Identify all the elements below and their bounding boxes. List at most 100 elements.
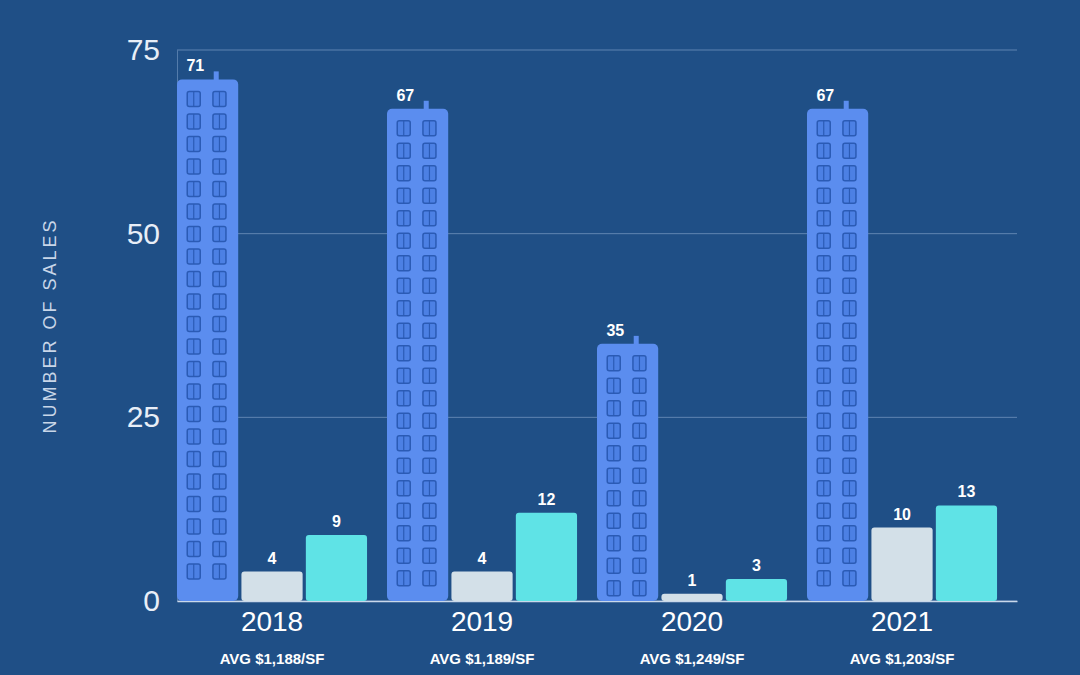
- window-frame: [403, 256, 404, 271]
- window-frame: [849, 481, 850, 496]
- category-annotation: AVG $1,188/SF: [220, 650, 325, 667]
- chart: 02550752018201920202021AVG $1,188/SFAVG …: [0, 0, 1080, 675]
- window: [423, 526, 436, 541]
- window-frame: [403, 526, 404, 541]
- y-axis: 0255075: [127, 33, 178, 617]
- bar: [387, 109, 448, 601]
- window-frame: [193, 159, 194, 174]
- window-frame: [429, 391, 430, 406]
- window: [607, 378, 620, 393]
- window: [213, 91, 226, 106]
- window-frame: [849, 278, 850, 293]
- window-frame: [849, 301, 850, 316]
- window: [187, 429, 200, 444]
- window-frame: [823, 503, 824, 518]
- window-frame: [403, 166, 404, 181]
- y-tick-label: 0: [143, 584, 160, 617]
- window-frame: [849, 571, 850, 586]
- window-frame: [403, 188, 404, 203]
- window-frame: [429, 503, 430, 518]
- data-label: 71: [186, 57, 204, 74]
- window: [213, 204, 226, 219]
- window-frame: [849, 166, 850, 181]
- window-frame: [429, 346, 430, 361]
- window: [633, 513, 646, 528]
- bar: [241, 572, 302, 601]
- window-frame: [639, 401, 640, 416]
- building: [807, 101, 868, 601]
- window-frame: [429, 166, 430, 181]
- window-frame: [403, 121, 404, 136]
- window-frame: [823, 166, 824, 181]
- window-frame: [849, 256, 850, 271]
- window-frame: [429, 436, 430, 451]
- window: [397, 346, 410, 361]
- window-frame: [429, 188, 430, 203]
- bar: [597, 344, 658, 601]
- window: [843, 166, 856, 181]
- window-frame: [193, 361, 194, 376]
- window-frame: [849, 188, 850, 203]
- window-frame: [613, 446, 614, 461]
- category-annotation: AVG $1,203/SF: [850, 650, 955, 667]
- window-frame: [193, 271, 194, 286]
- window: [213, 181, 226, 196]
- window: [397, 233, 410, 248]
- window-frame: [613, 581, 614, 596]
- window: [213, 361, 226, 376]
- window: [423, 233, 436, 248]
- window: [423, 166, 436, 181]
- window-frame: [823, 278, 824, 293]
- window: [397, 458, 410, 473]
- window-frame: [219, 204, 220, 219]
- window: [633, 356, 646, 371]
- window-frame: [193, 541, 194, 556]
- window: [817, 548, 830, 563]
- x-tick-label: 2019: [451, 606, 513, 637]
- window-frame: [219, 541, 220, 556]
- window-frame: [193, 249, 194, 264]
- window: [187, 541, 200, 556]
- window-frame: [219, 226, 220, 241]
- window-frame: [193, 91, 194, 106]
- window-frame: [639, 468, 640, 483]
- window: [397, 526, 410, 541]
- window: [817, 346, 830, 361]
- data-label: 1: [688, 572, 697, 589]
- y-tick: 75: [127, 33, 177, 66]
- window-frame: [849, 458, 850, 473]
- window-frame: [193, 136, 194, 151]
- window: [423, 436, 436, 451]
- window-frame: [429, 571, 430, 586]
- category-annotation: AVG $1,249/SF: [640, 650, 745, 667]
- window-frame: [403, 346, 404, 361]
- window: [843, 413, 856, 428]
- window: [187, 249, 200, 264]
- category-annotation: AVG $1,189/SF: [430, 650, 535, 667]
- window: [397, 211, 410, 226]
- window: [187, 339, 200, 354]
- window: [817, 413, 830, 428]
- window: [187, 181, 200, 196]
- window: [397, 278, 410, 293]
- x-axis: 2018201920202021: [178, 601, 1018, 637]
- window-frame: [429, 458, 430, 473]
- data-label: 4: [268, 550, 277, 567]
- y-axis-title: NUMBER OF SALES: [40, 217, 60, 433]
- window: [633, 423, 646, 438]
- window-frame: [429, 413, 430, 428]
- bar: [177, 79, 238, 601]
- window: [187, 384, 200, 399]
- window-frame: [823, 188, 824, 203]
- window-frame: [193, 316, 194, 331]
- window: [633, 491, 646, 506]
- window-frame: [639, 513, 640, 528]
- window: [633, 401, 646, 416]
- building: [387, 101, 448, 601]
- window: [843, 278, 856, 293]
- window: [423, 368, 436, 383]
- window: [843, 323, 856, 338]
- window: [817, 166, 830, 181]
- window-frame: [823, 481, 824, 496]
- window-frame: [613, 423, 614, 438]
